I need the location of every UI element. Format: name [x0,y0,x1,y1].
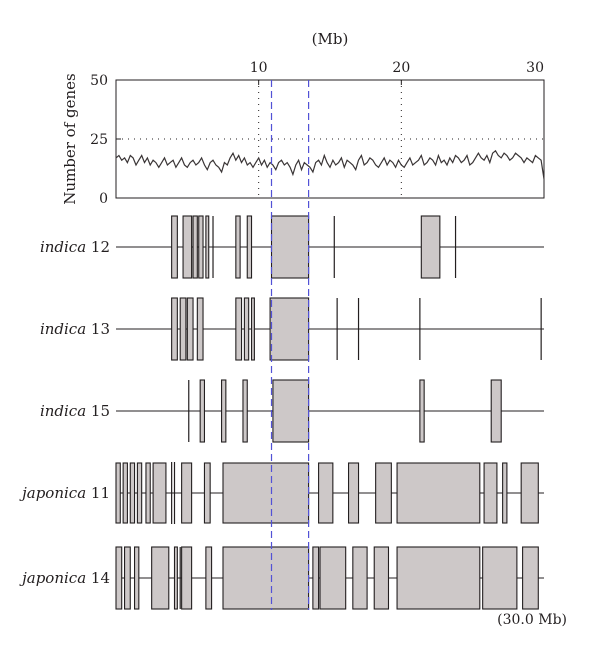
y-tick-label: 25 [90,132,108,148]
gene-block [490,379,502,443]
gene-block [171,297,178,361]
gene-block [205,546,213,610]
y-tick-label: 50 [90,73,108,89]
gene-block [152,462,167,524]
gene-block [396,462,481,524]
gene-block [420,215,441,279]
track-indica-15: indica 15 [40,379,544,443]
gene-block [115,462,121,524]
top-axis-unit-label: (Mb) [312,30,349,48]
gene-block [133,546,140,610]
track-chromosome: 15 [86,402,110,420]
gene-block [419,379,425,443]
track-label: indica 12 [40,238,110,256]
gene-block [347,462,360,524]
gene-block [520,462,539,524]
gene-block [318,462,334,524]
gene-block [242,379,248,443]
gene-block [235,297,243,361]
gene-block [482,546,518,610]
gene-block [198,215,204,279]
gene-count-panel: 0 25 50 10 20 30 Number of genes [61,60,545,207]
gene-block [129,462,136,524]
track-chromosome: 14 [86,569,110,587]
track-label: indica 13 [40,320,110,338]
gene-block [145,462,151,524]
track-label: japonica 14 [19,569,110,587]
track-chromosome: 13 [86,320,110,338]
track-label: indica 15 [40,402,110,420]
y-tick-label: 0 [99,191,108,207]
track-species: japonica [19,484,86,502]
gene-block [269,297,310,361]
gene-block [502,462,508,524]
gene-block [246,215,253,279]
x-tick-label: 10 [250,60,268,76]
gene-block [203,462,211,524]
gene-block [483,462,498,524]
gene-block [205,215,210,279]
gene-block [270,215,310,279]
track-indica-13: indica 13 [40,297,544,361]
track-japonica-14: japonica 14 [19,546,544,610]
gene-block [235,215,241,279]
x-tick-label: 20 [392,60,410,76]
track-chromosome: 12 [86,238,110,256]
gene-block [319,546,347,610]
track-species: indica [40,402,86,420]
highlight-region [270,80,310,610]
gene-block [221,379,227,443]
gene-block [171,215,178,279]
gene-block [186,297,194,361]
gene-block [522,546,539,610]
track-species: japonica [19,569,86,587]
gene-block [375,462,392,524]
track-species: indica [40,238,86,256]
gene-block [124,546,131,610]
gene-block [243,297,250,361]
gene-block [192,215,198,279]
gene-block [222,546,310,610]
gene-block [250,297,255,361]
chromosome-size-label: (30.0 Mb) [497,612,567,628]
gene-block [115,546,123,610]
gene-block [222,462,310,524]
gene-block [199,379,206,443]
gene-block [396,546,481,610]
gene-block [151,546,170,610]
gene-block [352,546,368,610]
track-label: japonica 11 [19,484,110,502]
gene-block [196,297,204,361]
y-axis-label: Number of genes [61,73,79,205]
gene-block [373,546,390,610]
gene-block [181,462,193,524]
track-japonica-11: japonica 11 [19,462,544,524]
gene-block [136,462,143,524]
gene-block [179,297,187,361]
gene-block [181,546,193,610]
track-indica-12: indica 12 [40,215,544,279]
track-chromosome: 11 [86,484,110,502]
gene-block [182,215,193,279]
gene-block [122,462,128,524]
gene-count-line [115,149,545,180]
gene-block [312,546,320,610]
gene-block [173,546,178,610]
track-species: indica [40,320,86,338]
plot-frame [115,79,545,199]
x-tick-label: 30 [526,60,544,76]
gene-block [272,379,310,443]
